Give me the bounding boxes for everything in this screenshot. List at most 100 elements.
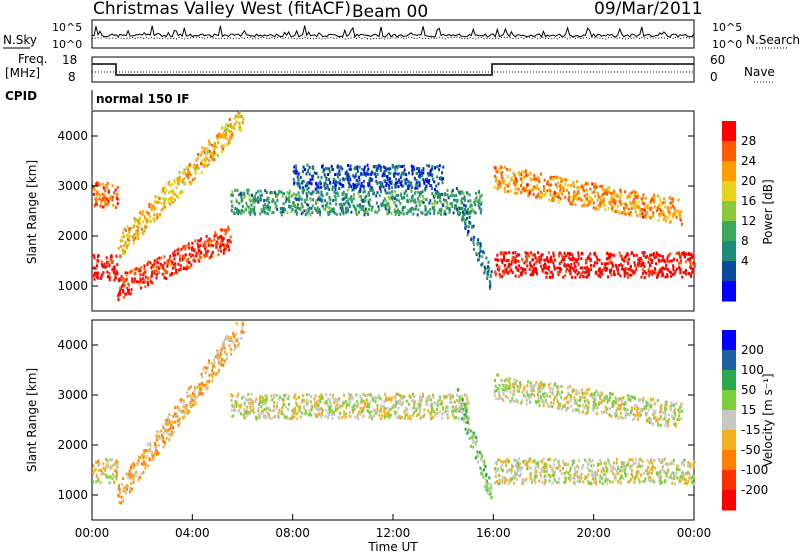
heatmap-cell: [145, 456, 147, 459]
heatmap-cell: [593, 464, 595, 467]
heatmap-cell: [108, 272, 110, 275]
heatmap-cell: [590, 482, 592, 485]
heatmap-cell: [567, 184, 569, 187]
heatmap-cell: [329, 410, 331, 413]
heatmap-cell: [171, 421, 173, 424]
heatmap-cell: [348, 404, 350, 407]
heatmap-cell: [459, 212, 461, 215]
heatmap-cell: [236, 346, 238, 349]
heatmap-cell: [664, 259, 666, 262]
heatmap-cell: [129, 235, 131, 238]
heatmap-cell: [183, 169, 185, 172]
heatmap-cell: [102, 206, 104, 209]
heatmap-cell: [693, 265, 695, 268]
heatmap-cell: [384, 189, 386, 192]
heatmap-cell: [431, 403, 433, 406]
heatmap-cell: [106, 186, 108, 189]
heatmap-cell: [438, 168, 440, 171]
heatmap-cell: [182, 190, 184, 193]
heatmap-cell: [578, 271, 580, 274]
heatmap-cell: [412, 195, 414, 198]
heatmap-cell: [478, 258, 480, 261]
heatmap-cell: [430, 184, 432, 187]
heatmap-cell: [678, 199, 680, 202]
heatmap-cell: [99, 194, 101, 197]
heatmap-cell: [370, 393, 372, 396]
heatmap-cell: [517, 260, 519, 263]
heatmap-cell: [526, 467, 528, 470]
heatmap-cell: [426, 397, 428, 400]
heatmap-cell: [211, 157, 213, 160]
heatmap-cell: [308, 393, 310, 396]
heatmap-cell: [541, 192, 543, 195]
heatmap-cell: [188, 410, 190, 413]
heatmap-cell: [273, 401, 275, 404]
heatmap-cell: [350, 211, 352, 214]
heatmap-cell: [518, 188, 520, 191]
heatmap-cell: [359, 195, 361, 198]
heatmap-cell: [549, 465, 551, 468]
heatmap-cell: [350, 185, 352, 188]
heatmap-cell: [190, 253, 192, 256]
heatmap-cell: [115, 206, 117, 209]
heatmap-cell: [671, 259, 673, 262]
heatmap-cell: [552, 252, 554, 255]
heatmap-cell: [450, 397, 452, 400]
heatmap-cell: [136, 280, 138, 283]
heatmap-cell: [224, 229, 226, 232]
heatmap-cell: [279, 396, 281, 399]
heatmap-cell: [564, 480, 566, 483]
heatmap-cell: [508, 469, 510, 472]
heatmap-cell: [582, 480, 584, 483]
heatmap-cell: [518, 264, 520, 267]
heatmap-cell: [619, 469, 621, 472]
heatmap-cell: [520, 466, 522, 469]
heatmap-cell: [187, 395, 189, 398]
heatmap-cell: [513, 258, 515, 261]
heatmap-cell: [437, 412, 439, 415]
heatmap-cell: [678, 414, 680, 417]
heatmap-cell: [144, 466, 146, 469]
heatmap-cell: [541, 481, 543, 484]
heatmap-cell: [473, 248, 475, 251]
heatmap-cell: [322, 205, 324, 208]
heatmap-cell: [100, 277, 102, 280]
heatmap-cell: [500, 251, 502, 254]
heatmap-cell: [353, 197, 355, 200]
heatmap-cell: [362, 407, 364, 410]
heatmap-cell: [448, 394, 450, 397]
heatmap-cell: [287, 211, 289, 214]
heatmap-cell: [478, 252, 480, 255]
heatmap-cell: [213, 238, 215, 241]
heatmap-cell: [201, 382, 203, 385]
heatmap-cell: [182, 179, 184, 182]
heatmap-cell: [423, 181, 425, 184]
heatmap-cell: [658, 258, 660, 261]
heatmap-cell: [603, 204, 605, 207]
heatmap-cell: [624, 190, 626, 193]
heatmap-cell: [94, 257, 96, 260]
heatmap-cell: [638, 201, 640, 204]
heatmap-cell: [249, 194, 251, 197]
heatmap-cell: [655, 255, 657, 258]
heatmap-cell: [523, 482, 525, 485]
heatmap-cell: [441, 171, 443, 174]
heatmap-cell: [659, 470, 661, 473]
heatmap-cell: [454, 204, 456, 207]
heatmap-cell: [355, 173, 357, 176]
heatmap-cell: [225, 123, 227, 126]
heatmap-cell: [422, 393, 424, 396]
heatmap-cell: [416, 172, 418, 175]
heatmap-cell: [144, 285, 146, 288]
heatmap-cell: [231, 409, 233, 412]
heatmap-cell: [357, 170, 359, 173]
heatmap-cell: [558, 255, 560, 258]
heatmap-cell: [406, 194, 408, 197]
heatmap-cell: [647, 466, 649, 469]
heatmap-cell: [182, 405, 184, 408]
power-colorbar-label: Power [dB]: [761, 179, 775, 244]
heatmap-cell: [413, 395, 415, 398]
heatmap-cell: [150, 220, 152, 223]
heatmap-cell: [249, 198, 251, 201]
heatmap-cell: [443, 198, 445, 201]
